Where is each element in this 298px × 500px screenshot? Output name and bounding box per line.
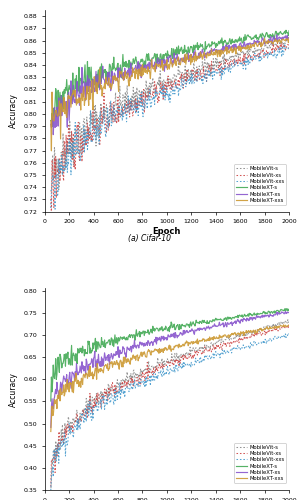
Legend: MobileVit-s, MobileVit-xs, MobileVit-xxs, MobileXT-s, MobileXT-xs, MobileXT-xxs: MobileVit-s, MobileVit-xs, MobileVit-xxs… [234,442,286,484]
X-axis label: Epoch: Epoch [153,227,181,236]
Y-axis label: Accuracy: Accuracy [9,94,18,128]
Text: (a) Cifar-10: (a) Cifar-10 [128,234,170,243]
Legend: MobileVit-s, MobileVit-xs, MobileVit-xxs, MobileXT-s, MobileXT-xs, MobileXT-xxs: MobileVit-s, MobileVit-xs, MobileVit-xxs… [234,164,286,205]
Y-axis label: Accuracy: Accuracy [9,372,18,406]
